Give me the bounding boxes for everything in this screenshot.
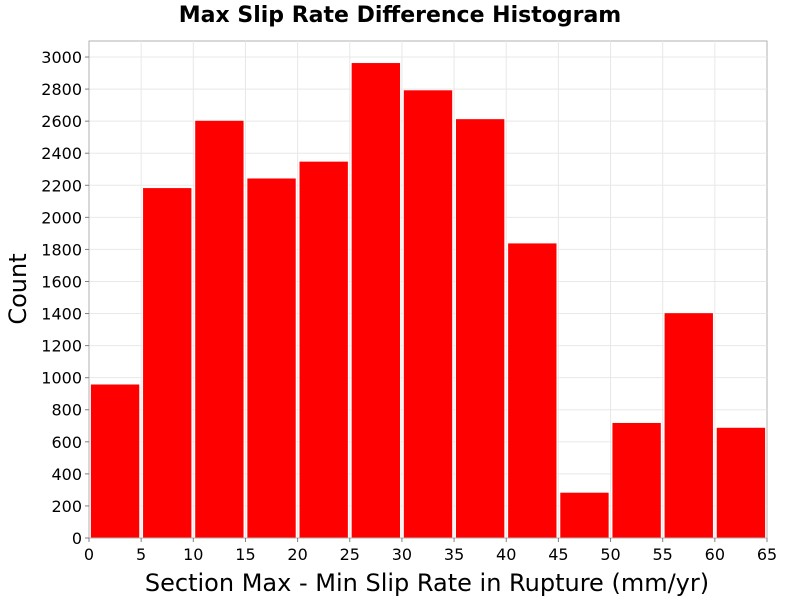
histogram-bar (142, 187, 193, 539)
histogram-bar (90, 383, 141, 539)
x-axis-title: Section Max - Min Slip Rate in Rupture (… (145, 569, 709, 597)
histogram-bar (194, 119, 245, 539)
y-tick-label: 3000 (41, 48, 82, 67)
histogram-bar (403, 89, 453, 539)
x-tick-label: 30 (392, 545, 412, 564)
axis-layer (88, 41, 767, 539)
histogram-bar (663, 312, 714, 539)
y-tick-label: 1800 (41, 240, 82, 259)
y-tick-label: 1200 (41, 337, 82, 356)
tick-layer: 0200400600800100012001400160018002000220… (41, 48, 777, 564)
x-tick-label: 25 (340, 545, 360, 564)
histogram-bar (246, 177, 297, 539)
histogram-bar (507, 242, 558, 539)
y-tick-label: 2600 (41, 112, 82, 131)
y-tick-label: 2400 (41, 144, 82, 163)
x-tick-label: 10 (183, 545, 203, 564)
x-tick-label: 60 (705, 545, 725, 564)
x-tick-label: 40 (496, 545, 516, 564)
y-tick-label: 800 (51, 401, 82, 420)
x-tick-label: 45 (548, 545, 568, 564)
histogram-bar (559, 491, 610, 539)
x-tick-label: 20 (287, 545, 307, 564)
chart-title: Max Slip Rate Difference Histogram (179, 3, 621, 28)
y-tick-label: 1000 (41, 369, 82, 388)
x-tick-label: 50 (600, 545, 620, 564)
x-tick-label: 55 (653, 545, 673, 564)
x-tick-label: 65 (757, 545, 777, 564)
histogram-bar (715, 426, 766, 539)
y-tick-label: 1600 (41, 272, 82, 291)
y-tick-label: 400 (51, 465, 82, 484)
histogram-bar (611, 422, 662, 539)
x-tick-label: 15 (235, 545, 255, 564)
y-tick-label: 0 (72, 529, 82, 548)
x-tick-label: 35 (444, 545, 464, 564)
histogram-bar (455, 118, 506, 539)
histogram-bar (350, 62, 401, 539)
y-tick-label: 600 (51, 433, 82, 452)
y-axis-title: Count (4, 253, 32, 324)
x-tick-label: 0 (84, 545, 94, 564)
histogram-bar (298, 160, 349, 539)
y-tick-label: 2000 (41, 208, 82, 227)
y-tick-label: 200 (51, 497, 82, 516)
y-tick-label: 1400 (41, 305, 82, 324)
y-tick-label: 2800 (41, 80, 82, 99)
bar-layer (90, 62, 766, 539)
y-tick-label: 2200 (41, 176, 82, 195)
x-tick-label: 5 (136, 545, 146, 564)
